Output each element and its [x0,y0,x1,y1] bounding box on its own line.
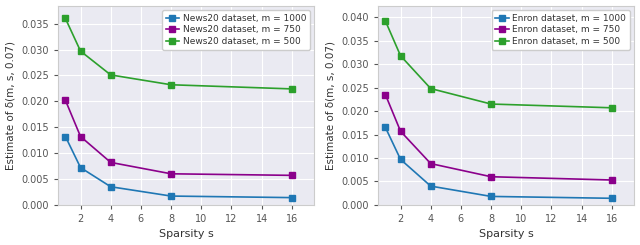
News20 dataset, m = 1000 [288,196,296,199]
News20 dataset, m = 750 [288,174,296,177]
Enron dataset, m = 500 [381,20,389,23]
X-axis label: Sparsity s: Sparsity s [159,230,214,239]
Enron dataset, m = 1000 [608,197,616,200]
Legend: Enron dataset, m = 1000, Enron dataset, m = 750, Enron dataset, m = 500: Enron dataset, m = 1000, Enron dataset, … [492,10,630,50]
Enron dataset, m = 1000 [397,158,404,161]
News20 dataset, m = 750 [77,135,84,138]
News20 dataset, m = 1000 [107,185,115,188]
Enron dataset, m = 1000 [381,126,389,129]
News20 dataset, m = 500 [61,17,69,20]
News20 dataset, m = 750 [107,161,115,164]
Enron dataset, m = 1000 [427,185,435,188]
Legend: News20 dataset, m = 1000, News20 dataset, m = 750, News20 dataset, m = 500: News20 dataset, m = 1000, News20 dataset… [162,10,310,50]
Line: Enron dataset, m = 500: Enron dataset, m = 500 [383,18,614,110]
Line: News20 dataset, m = 500: News20 dataset, m = 500 [63,16,294,92]
Enron dataset, m = 750 [381,93,389,96]
News20 dataset, m = 1000 [61,135,69,138]
News20 dataset, m = 500 [167,83,175,86]
Y-axis label: Estimate of δ(m, s, 0.07): Estimate of δ(m, s, 0.07) [326,41,335,170]
News20 dataset, m = 750 [167,172,175,175]
News20 dataset, m = 1000 [77,166,84,169]
Enron dataset, m = 750 [608,179,616,182]
News20 dataset, m = 500 [107,74,115,76]
Enron dataset, m = 750 [427,162,435,165]
Enron dataset, m = 500 [487,103,495,106]
News20 dataset, m = 500 [77,50,84,53]
Enron dataset, m = 500 [397,54,404,57]
Enron dataset, m = 750 [397,130,404,133]
Enron dataset, m = 500 [427,87,435,90]
News20 dataset, m = 500 [288,87,296,90]
News20 dataset, m = 1000 [167,195,175,197]
Line: News20 dataset, m = 1000: News20 dataset, m = 1000 [63,134,294,200]
Enron dataset, m = 500 [608,106,616,109]
Line: Enron dataset, m = 750: Enron dataset, m = 750 [383,92,614,183]
Enron dataset, m = 1000 [487,195,495,198]
Line: News20 dataset, m = 750: News20 dataset, m = 750 [63,98,294,178]
X-axis label: Sparsity s: Sparsity s [479,230,534,239]
Enron dataset, m = 750 [487,175,495,178]
Y-axis label: Estimate of δ(m, s, 0.07): Estimate of δ(m, s, 0.07) [6,41,15,170]
Line: Enron dataset, m = 1000: Enron dataset, m = 1000 [383,125,614,201]
News20 dataset, m = 750 [61,99,69,102]
